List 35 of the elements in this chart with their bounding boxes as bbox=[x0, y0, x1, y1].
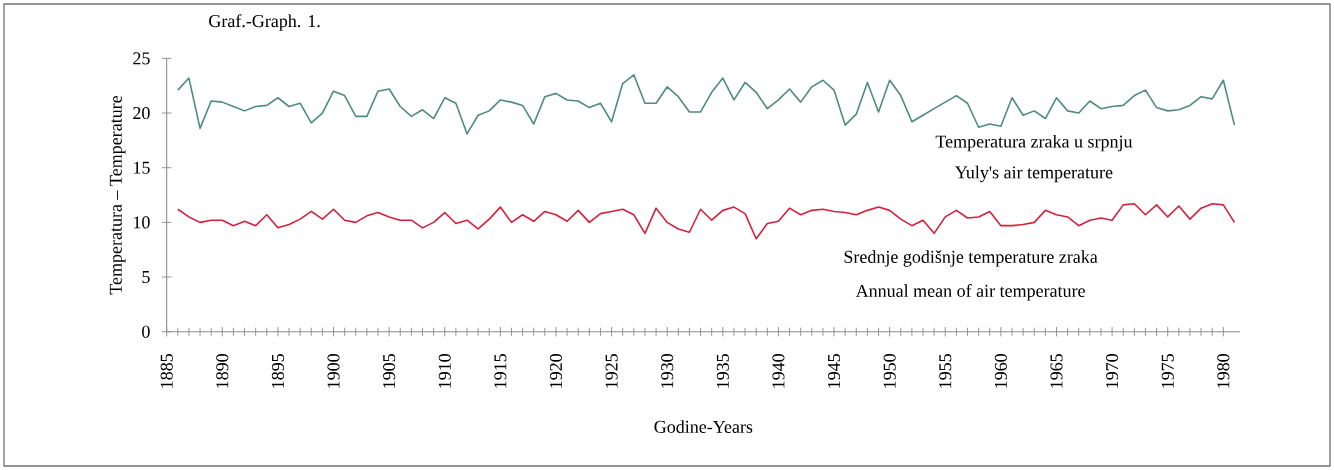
x-tick-label: 1940 bbox=[772, 354, 785, 388]
line-series bbox=[177, 73, 1236, 135]
x-tick-label: 1965 bbox=[1050, 354, 1063, 388]
line-series bbox=[177, 203, 1236, 240]
y-tick-label: 25 bbox=[133, 52, 150, 65]
x-tick-label: 1950 bbox=[883, 354, 896, 388]
y-tick-label: 5 bbox=[142, 271, 150, 284]
annotation: Yuly's air temperature bbox=[955, 165, 1113, 183]
y-tick-label: 20 bbox=[133, 106, 150, 120]
x-tick-label: 1910 bbox=[438, 354, 451, 388]
y-tick-label: 0 bbox=[142, 325, 150, 338]
x-tick-label: 1955 bbox=[939, 354, 952, 388]
x-tick-label: 1975 bbox=[1161, 354, 1174, 388]
y-tick-label: 15 bbox=[134, 161, 150, 174]
x-tick-label: 1925 bbox=[605, 354, 618, 388]
series-label: Temperatura zraka u srpnju bbox=[935, 134, 1133, 152]
x-tick-label: 1945 bbox=[827, 354, 841, 388]
x-tick-label: 1885 bbox=[160, 354, 173, 388]
x-tick-label: 1915 bbox=[494, 354, 507, 388]
x-tick-label: 1905 bbox=[383, 354, 396, 388]
x-tick-label: 1935 bbox=[716, 354, 729, 388]
x-axis-title: Godine-Years bbox=[654, 420, 753, 433]
x-tick-label: 1970 bbox=[1106, 354, 1119, 388]
x-tick-label: 1960 bbox=[994, 354, 1007, 388]
x-tick-label: 1930 bbox=[661, 354, 674, 388]
y-axis-title: Temperatura – Temperature bbox=[109, 95, 126, 295]
series-label: Srednje godišnje temperature zraka bbox=[844, 250, 1098, 267]
y-tick-label: 10 bbox=[134, 216, 150, 229]
x-tick-label: 1980 bbox=[1217, 354, 1230, 388]
x-tick-label: 1920 bbox=[549, 354, 563, 388]
chart-title: Graf.-Graph. 1. bbox=[209, 14, 320, 31]
annotation: Annual mean of air temperature bbox=[855, 284, 1085, 301]
x-tick-label: 1890 bbox=[216, 354, 229, 388]
x-tick-label: 1895 bbox=[271, 354, 284, 388]
x-tick-label: 1900 bbox=[327, 354, 340, 388]
